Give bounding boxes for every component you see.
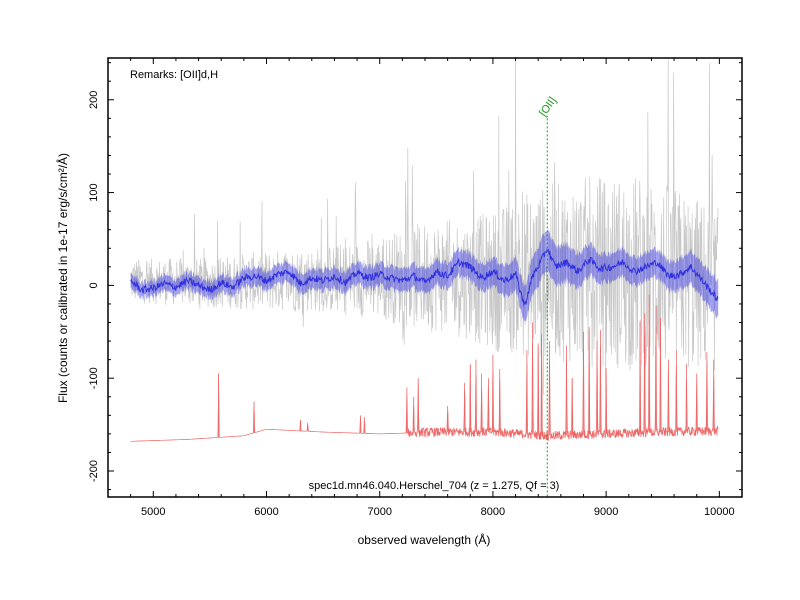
x-tick-label: 7000 — [367, 506, 391, 518]
y-tick-label: -200 — [88, 460, 100, 482]
raw-flux-line — [130, 58, 719, 396]
smoothed-flux-error-band-area — [130, 229, 719, 323]
x-tick-label: 9000 — [594, 506, 618, 518]
x-tick-labels: 5000 6000 7000 8000 9000 10000 — [141, 506, 735, 518]
smoothed-flux-series — [130, 248, 719, 307]
x-tick-label: 10000 — [704, 506, 735, 518]
y-tick-label: -100 — [88, 367, 100, 389]
y-tick-labels: -200 -100 0 100 200 — [88, 91, 100, 482]
axis-ticks — [107, 58, 743, 497]
sky-spectrum-series — [130, 294, 719, 442]
x-tick-label: 8000 — [481, 506, 505, 518]
y-tick-label: 0 — [88, 282, 100, 288]
y-axis-title: Flux (counts or calibrated in 1e-17 erg/… — [55, 153, 70, 403]
sky-spectrum-line — [130, 320, 719, 442]
spectrum-caption: spec1d.mn46.040.Herschel_704 (z = 1.275,… — [309, 480, 560, 492]
x-tick-label: 6000 — [254, 506, 278, 518]
y-tick-label: 200 — [88, 91, 100, 109]
remarks-annotation: Remarks: [OII]d,H — [130, 69, 218, 81]
raw-flux-series — [130, 58, 719, 396]
line-marker-label: [OII] — [537, 95, 559, 119]
smoothed-flux-line — [130, 248, 719, 307]
x-axis-title: observed wavelength (Å) — [358, 532, 491, 547]
y-tick-label: 100 — [88, 183, 100, 201]
x-tick-label: 5000 — [141, 506, 165, 518]
smoothed-flux-error-band — [130, 229, 719, 323]
